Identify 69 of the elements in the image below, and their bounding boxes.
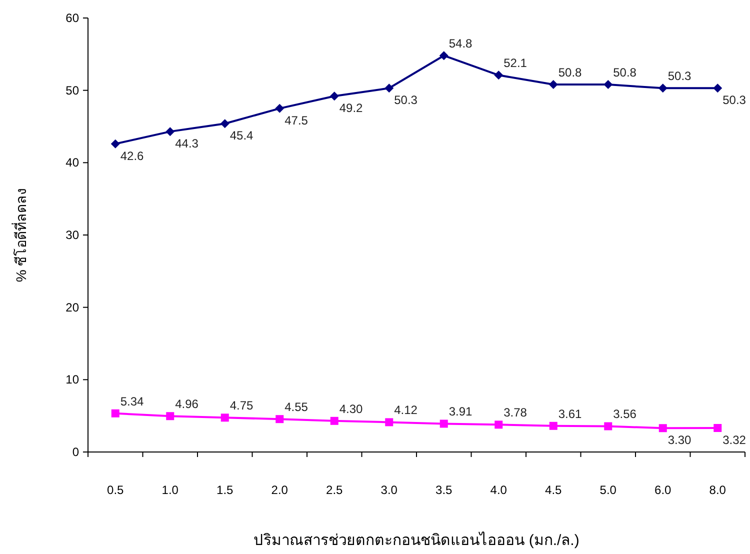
- x-tick-label: 1.5: [216, 483, 234, 497]
- x-tick-label: 1.0: [162, 483, 179, 497]
- x-tick-label: 3.0: [380, 483, 398, 497]
- x-tick-label: 4.5: [545, 483, 562, 497]
- y-tick-label: 0: [72, 445, 80, 459]
- data-label: 50.3: [668, 69, 692, 84]
- point: [604, 422, 612, 430]
- y-tick-label: 30: [66, 228, 80, 242]
- y-axis-title: % ซีโอดีที่ลดลง: [12, 188, 29, 282]
- y-tick-label: 60: [66, 11, 80, 25]
- point: [220, 414, 229, 422]
- point: [604, 80, 613, 90]
- data-label: 47.5: [284, 113, 308, 128]
- x-tick-label: 0.5: [107, 483, 124, 497]
- point: [275, 104, 284, 113]
- point: [713, 84, 722, 93]
- data-label: 54.8: [448, 36, 473, 51]
- data-label: 50.3: [394, 93, 418, 108]
- point: [330, 92, 339, 101]
- x-tick-label: 8.0: [709, 483, 726, 497]
- point: [220, 119, 230, 128]
- data-label: 3.61: [558, 406, 582, 421]
- data-label: 3.30: [668, 433, 692, 448]
- point: [166, 412, 174, 420]
- point: [494, 70, 504, 80]
- point: [439, 51, 448, 60]
- y-tick-label: 20: [66, 300, 80, 314]
- x-tick-label: 2.0: [271, 483, 288, 497]
- data-label: 44.3: [175, 136, 199, 151]
- point: [330, 416, 338, 425]
- x-tick-label: 3.5: [436, 483, 453, 497]
- data-label: 50.8: [558, 66, 582, 80]
- data-label: 4.30: [339, 402, 364, 416]
- data-label: 49.2: [339, 101, 364, 116]
- data-label: 3.32: [722, 432, 746, 447]
- point: [111, 409, 120, 418]
- point: [658, 424, 667, 432]
- data-label: 4.55: [284, 400, 308, 414]
- data-label: 52.1: [504, 56, 528, 70]
- x-tick-label: 4.0: [490, 483, 508, 497]
- point: [276, 415, 284, 424]
- y-tick-label: 40: [66, 156, 80, 170]
- data-label: 3.91: [448, 404, 473, 419]
- point: [384, 84, 394, 93]
- point: [110, 139, 120, 148]
- point: [548, 80, 558, 90]
- point: [549, 422, 558, 430]
- data-label: 3.78: [504, 406, 528, 420]
- data-label: 45.4: [230, 128, 254, 143]
- data-label: 50.8: [613, 66, 637, 80]
- point: [166, 127, 175, 136]
- data-label: 4.12: [394, 403, 418, 418]
- data-label: 42.6: [120, 148, 144, 163]
- point: [494, 420, 503, 429]
- point: [658, 84, 668, 93]
- y-tick-label: 10: [66, 372, 80, 387]
- data-label: 50.3: [722, 93, 746, 108]
- x-axis-title: ปริมาณสารช่วยตกตะกอนชนิดแอนไอออน (มก./ล.): [254, 531, 580, 549]
- x-tick-label: 2.5: [326, 483, 344, 497]
- point: [440, 420, 448, 428]
- x-tick-label: 6.0: [654, 483, 672, 497]
- point: [714, 424, 722, 432]
- data-label: 4.75: [230, 398, 254, 413]
- y-tick-label: 50: [66, 83, 80, 98]
- x-tick-label: 5.0: [600, 483, 617, 497]
- data-label: 5.34: [120, 394, 144, 408]
- data-label: 3.56: [613, 407, 637, 422]
- data-label: 4.96: [175, 397, 199, 412]
- point: [385, 418, 394, 426]
